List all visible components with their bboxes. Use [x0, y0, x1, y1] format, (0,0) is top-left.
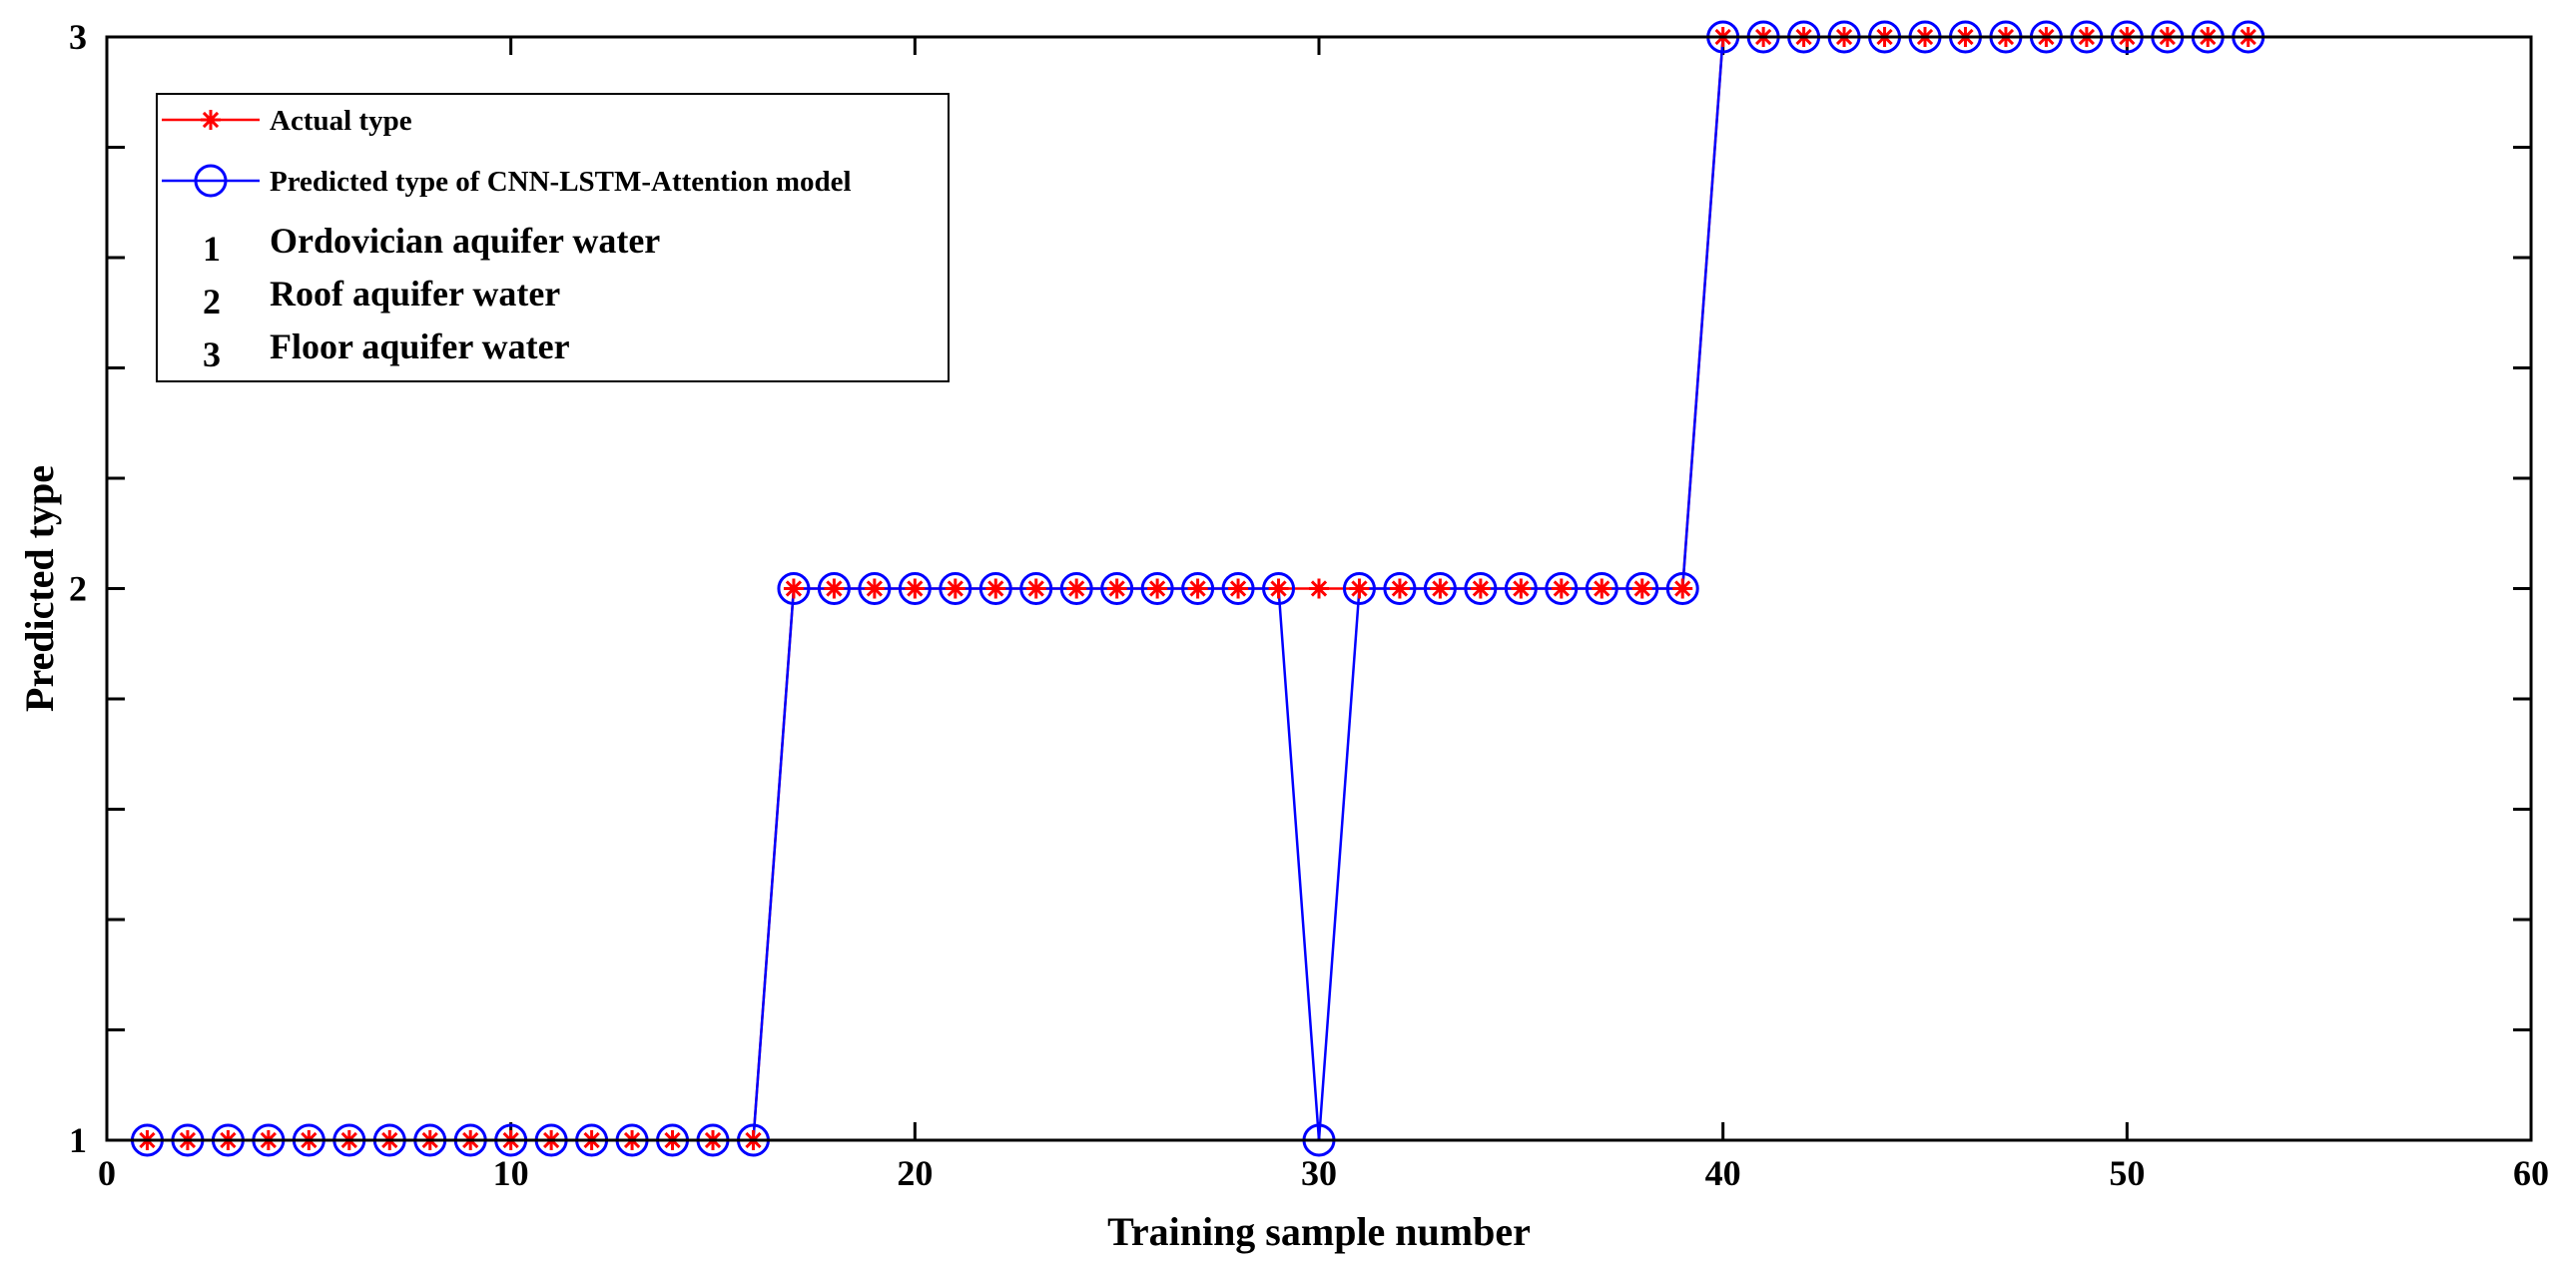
legend: Actual type Predicted type of CNN-LSTM-A… [156, 93, 950, 382]
point-predicted [1342, 572, 1376, 605]
y-tick-label: 3 [69, 17, 87, 57]
point-predicted [1585, 572, 1618, 605]
y-tick-label: 1 [69, 1120, 87, 1160]
point-actual [1106, 578, 1127, 599]
point-actual [1187, 578, 1208, 599]
point-actual [1268, 578, 1289, 599]
point-actual [1066, 578, 1087, 599]
x-tick-label: 30 [1301, 1153, 1337, 1193]
point-predicted [817, 572, 851, 605]
x-tick-label: 20 [897, 1153, 933, 1193]
legend-note-2: 2 Roof aquifer water [203, 274, 560, 321]
point-predicted [1423, 572, 1457, 605]
point-actual [1147, 578, 1168, 599]
point-predicted [1019, 572, 1053, 605]
point-actual [1551, 578, 1572, 599]
x-axis-label: Training sample number [1107, 1209, 1531, 1254]
point-predicted [1262, 572, 1296, 605]
legend-asterisk [201, 110, 221, 130]
point-actual [1470, 578, 1491, 599]
legend-entry-actual: Actual type [162, 105, 412, 137]
legend-note-number: 3 [203, 334, 221, 374]
point-actual [864, 578, 885, 599]
point-predicted [1464, 572, 1498, 605]
legend-marker-circle [194, 164, 228, 198]
legend-note-number: 1 [203, 229, 221, 269]
legend-entry-predicted: Predicted type of CNN-LSTM-Attention mod… [162, 164, 852, 198]
point-actual [1228, 578, 1249, 599]
point-actual [1592, 578, 1612, 599]
tick-labels: 0 10 20 30 40 50 60 1 2 3 [69, 17, 2549, 1193]
point-predicted [1545, 572, 1579, 605]
point-predicted [1140, 572, 1174, 605]
point-predicted [1665, 572, 1699, 605]
x-tick-label: 40 [1705, 1153, 1741, 1193]
x-tick-label: 60 [2513, 1153, 2549, 1193]
point-predicted [1383, 572, 1417, 605]
point-predicted [1181, 572, 1215, 605]
point-actual [1511, 578, 1532, 599]
x-tick-label: 10 [493, 1153, 529, 1193]
point-predicted [898, 572, 932, 605]
legend-box [156, 93, 950, 382]
legend-note-1: 1 Ordovician aquifer water [203, 221, 660, 269]
x-tick-label: 50 [2109, 1153, 2145, 1193]
plot-area-frame [105, 35, 2533, 1142]
x-tick-label: 0 [98, 1153, 116, 1193]
legend-marker-asterisk [201, 110, 221, 130]
point-actual [1349, 578, 1370, 599]
point-predicted [1059, 572, 1093, 605]
point-predicted [1504, 572, 1538, 605]
legend-note-3: 3 Floor aquifer water [203, 326, 570, 374]
point-predicted [1100, 572, 1134, 605]
legend-note-number: 2 [203, 282, 221, 321]
point-actual [985, 578, 1006, 599]
point-actual [1430, 578, 1451, 599]
legend-note-text: Ordovician aquifer water [270, 221, 660, 261]
point-predicted [1625, 572, 1659, 605]
point-actual [1309, 578, 1329, 599]
point-actual [1389, 578, 1410, 599]
point-predicted [858, 572, 892, 605]
point-actual [905, 578, 926, 599]
legend-note-text: Floor aquifer water [270, 326, 570, 366]
point-actual [783, 578, 804, 599]
point-predicted [777, 572, 811, 605]
point-predicted [978, 572, 1012, 605]
point-actual [1025, 578, 1046, 599]
point-actual [1631, 578, 1652, 599]
y-tick-label: 2 [69, 569, 87, 609]
legend-label-predicted: Predicted type of CNN-LSTM-Attention mod… [270, 166, 852, 198]
y-axis-label: Predicted type [17, 465, 62, 712]
point-actual [945, 578, 966, 599]
point-predicted [939, 572, 972, 605]
legend-note-text: Roof aquifer water [270, 274, 560, 314]
point-actual [824, 578, 845, 599]
point-actual [1672, 578, 1693, 599]
point-predicted [1221, 572, 1255, 605]
legend-label-actual: Actual type [270, 105, 412, 137]
